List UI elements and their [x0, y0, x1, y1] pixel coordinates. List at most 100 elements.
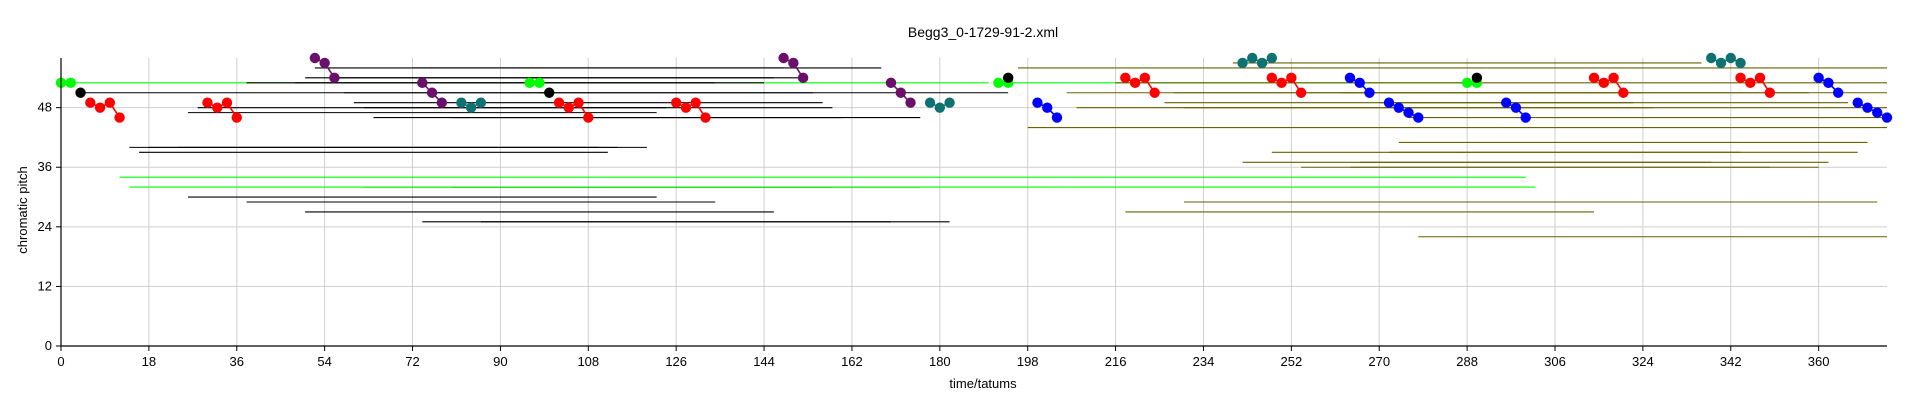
note-point — [1266, 52, 1278, 64]
y-tick-label: 48 — [38, 100, 52, 115]
note-point — [778, 52, 789, 64]
x-tick-label: 90 — [493, 354, 507, 369]
note-point — [563, 102, 574, 113]
note-point — [1813, 72, 1824, 84]
note-point — [1461, 77, 1473, 89]
x-tick-label: 18 — [142, 354, 156, 369]
note-point — [1051, 112, 1063, 123]
note-group-line — [1857, 101, 1888, 119]
x-axis-label: time/tatums — [949, 376, 1017, 391]
axes — [56, 58, 1887, 351]
note-point — [329, 72, 340, 84]
note-point — [700, 112, 711, 123]
note-point — [1618, 87, 1629, 98]
note-point — [1139, 72, 1151, 84]
note-point — [319, 57, 330, 69]
note-point — [1725, 52, 1736, 64]
note-group — [309, 52, 340, 84]
note-point — [1764, 87, 1776, 98]
note-point — [797, 72, 809, 84]
note-point — [573, 97, 584, 108]
note-point — [436, 97, 448, 108]
note-group — [1002, 72, 1014, 84]
note-group-line — [1593, 76, 1625, 94]
note-point — [1149, 87, 1160, 98]
note-group-line — [207, 101, 238, 119]
note-group — [1813, 72, 1844, 98]
note-point — [1364, 87, 1375, 98]
note-point — [1042, 102, 1053, 113]
x-tick-label: 342 — [1720, 354, 1742, 369]
note-point — [1706, 52, 1717, 64]
x-tick-label: 216 — [1105, 354, 1127, 369]
note-point — [114, 112, 125, 123]
y-axis-label: chromatic pitch — [15, 166, 30, 253]
x-tick-label: 270 — [1368, 354, 1390, 369]
note-point — [65, 77, 76, 89]
note-group — [1471, 72, 1483, 84]
note-group — [1032, 97, 1063, 123]
note-point — [1002, 72, 1014, 84]
note-point — [1393, 102, 1404, 113]
note-point — [1032, 97, 1043, 108]
x-tick-label: 144 — [753, 354, 775, 369]
note-point — [1120, 72, 1131, 84]
note-point — [583, 112, 594, 123]
note-point — [212, 102, 223, 113]
note-group — [85, 97, 125, 123]
note-point — [85, 97, 96, 108]
note-point — [465, 102, 477, 113]
x-tick-label: 180 — [929, 354, 951, 369]
note-point — [885, 77, 897, 89]
note-point — [231, 112, 242, 123]
note-point — [524, 77, 535, 89]
note-group — [670, 97, 711, 123]
note-point — [1745, 77, 1756, 89]
chart-title: Begg3_0-1729-91-2.xml — [908, 24, 1058, 40]
x-tick-label: 234 — [1193, 354, 1215, 369]
note-point — [1471, 72, 1483, 84]
note-point — [1823, 77, 1834, 89]
note-point — [221, 97, 233, 108]
note-point — [1295, 87, 1307, 98]
note-point — [1354, 77, 1365, 89]
note-point — [1852, 97, 1863, 108]
note-point — [1588, 72, 1600, 84]
note-group — [75, 87, 86, 98]
note-point — [75, 87, 86, 98]
note-point — [417, 77, 428, 89]
note-point — [1383, 97, 1395, 108]
note-group — [202, 97, 242, 123]
note-group — [1706, 52, 1746, 69]
note-point — [1500, 97, 1512, 108]
note-point — [426, 87, 438, 98]
note-point — [1754, 72, 1766, 84]
note-point — [1872, 107, 1883, 118]
note-point — [944, 97, 955, 108]
x-tick-label: 198 — [1017, 354, 1039, 369]
note-group — [1588, 72, 1629, 98]
note-group — [778, 52, 809, 84]
note-group — [1344, 72, 1375, 98]
note-point — [1735, 72, 1746, 84]
note-point — [924, 97, 936, 108]
note-point — [1247, 52, 1258, 64]
note-point — [1608, 72, 1619, 84]
x-tick-label: 72 — [405, 354, 419, 369]
note-point — [1862, 102, 1873, 113]
note-point — [1266, 72, 1278, 84]
note-group — [544, 87, 555, 98]
x-tick-label: 288 — [1456, 354, 1478, 369]
note-group — [417, 77, 448, 108]
note-group — [1383, 97, 1424, 123]
x-tick-label: 54 — [317, 354, 331, 369]
note-group — [55, 77, 76, 89]
note-point — [104, 97, 116, 108]
note-group — [1500, 97, 1531, 123]
note-point — [1344, 72, 1356, 84]
note-group-line — [1124, 76, 1156, 94]
note-point — [1715, 57, 1727, 69]
x-tick-label: 0 — [57, 354, 64, 369]
note-point — [1520, 112, 1531, 123]
